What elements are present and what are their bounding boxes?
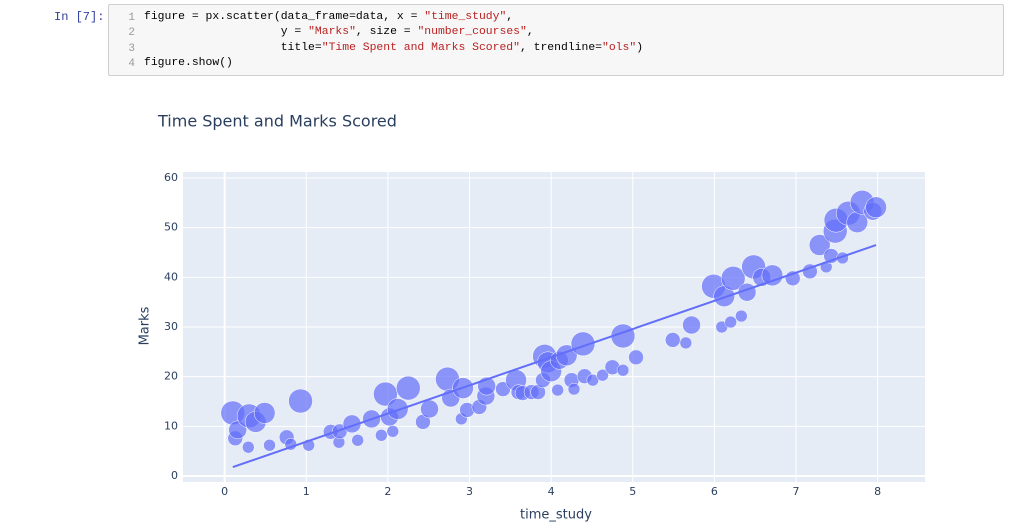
code-string: "number_courses" (417, 26, 527, 39)
y-tick-label: 60 (164, 171, 178, 184)
bubble (263, 438, 276, 452)
code-string: "time_study" (424, 11, 507, 23)
line-number: 3 (128, 42, 135, 55)
y-tick-label: 10 (164, 419, 178, 432)
bubble (628, 349, 644, 366)
x-tick-label: 2 (384, 485, 391, 498)
bubble (682, 315, 701, 335)
bubble (396, 375, 421, 401)
code-text: , size = (355, 26, 418, 39)
code-text: ) (636, 41, 644, 54)
bubble (373, 381, 398, 407)
code-text: y = (144, 26, 309, 39)
bubble (253, 402, 276, 424)
code-text: , trendline= (519, 41, 602, 54)
bubble (288, 388, 313, 414)
bubble (586, 373, 600, 387)
x-tick-label: 4 (548, 485, 555, 498)
x-tick-label: 3 (466, 485, 473, 498)
bubble (720, 266, 746, 291)
code-cell[interactable]: 1 2 3 4 figure = px.scatter(data_frame=data… (108, 4, 1004, 76)
code-text: figure = px.scatter(data_frame=data, x = (144, 11, 425, 23)
line-number: 2 (128, 27, 135, 40)
code-string: "ols" (602, 41, 637, 54)
bubble (242, 440, 255, 454)
line-number: 4 (128, 58, 135, 71)
cell-prompt: In [7]: (54, 10, 105, 24)
bubble (570, 331, 596, 357)
x-tick-label: 7 (793, 485, 800, 498)
x-tick-label: 1 (303, 485, 310, 498)
bubble (808, 234, 831, 256)
y-tick-label: 30 (164, 320, 178, 333)
y-tick-label: 40 (164, 270, 178, 283)
x-tick-label: 5 (629, 485, 636, 498)
x-axis-title: time_study (520, 508, 592, 523)
bubble (420, 399, 439, 419)
code-text: , (506, 11, 514, 23)
x-tick-label: 6 (711, 485, 718, 498)
code-text: , (526, 26, 534, 39)
code-string: "Marks" (308, 26, 356, 39)
code-editor[interactable]: figure = px.scatter(data_frame=data, x =… (144, 10, 643, 72)
bubble (761, 264, 784, 287)
code-line: y = "Marks", size = "number_courses", (144, 25, 643, 40)
y-tick-label: 50 (164, 221, 178, 234)
bubble (351, 434, 364, 447)
bubble (386, 398, 409, 420)
bubble (551, 383, 564, 397)
code-text: figure.show() (144, 57, 233, 70)
line-gutter: 1 2 3 4 (109, 11, 135, 73)
bubble (616, 363, 630, 377)
code-line: title="Time Spent and Marks Scored", tre… (144, 41, 643, 56)
bubble (865, 196, 887, 219)
code-line: figure.show() (144, 56, 643, 71)
bubble (567, 382, 581, 396)
bubble (665, 332, 681, 348)
chart-title: Time Spent and Marks Scored (157, 112, 397, 131)
code-text: title= (144, 41, 322, 54)
bubble (679, 336, 693, 350)
bubble (386, 425, 400, 438)
bubble (375, 429, 388, 442)
x-tick-label: 0 (221, 485, 228, 498)
code-string: "Time Spent and Marks Scored" (321, 41, 520, 54)
y-axis-title: Marks (138, 306, 153, 345)
line-number: 1 (128, 12, 135, 24)
y-tick-label: 0 (171, 469, 178, 482)
bubble (724, 315, 737, 329)
code-line: figure = px.scatter(data_frame=data, x =… (144, 10, 643, 25)
x-tick-label: 8 (874, 485, 881, 498)
bubble (596, 368, 609, 382)
trendline (232, 244, 877, 469)
y-tick-label: 20 (164, 370, 178, 383)
bubble (735, 309, 748, 323)
